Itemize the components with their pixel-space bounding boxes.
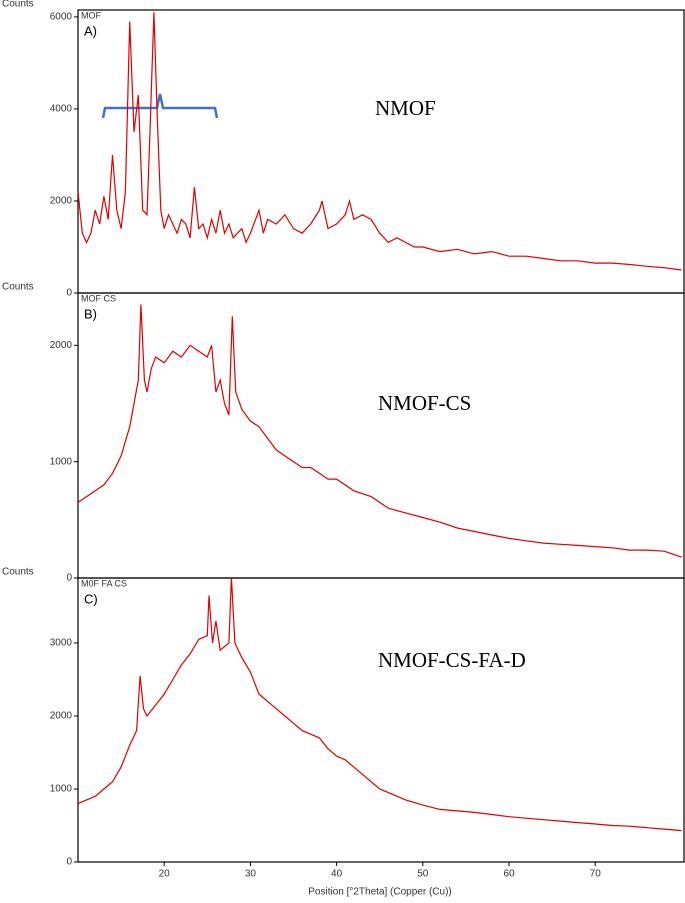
panel-title: MOF CS bbox=[81, 293, 116, 303]
panel-letter: B) bbox=[84, 306, 97, 321]
y-tick-label: 3000 bbox=[50, 638, 73, 649]
y-tick-label: 2000 bbox=[50, 196, 73, 207]
y-tick-label: 0 bbox=[66, 573, 72, 584]
sample-label: NMOF bbox=[375, 96, 436, 120]
panel-title: M0F FA CS bbox=[81, 578, 127, 588]
x-tick-label: 60 bbox=[503, 869, 515, 880]
y-tick-label: 2000 bbox=[50, 340, 73, 351]
y-axis-label: Counts bbox=[2, 282, 34, 293]
y-axis-label: Counts bbox=[2, 0, 34, 10]
panel-letter: A) bbox=[84, 23, 97, 38]
plot-frame bbox=[77, 577, 685, 863]
y-tick-label: 6000 bbox=[50, 12, 73, 23]
sample-label: NMOF-CS bbox=[378, 391, 471, 415]
y-tick-label: 2000 bbox=[50, 711, 73, 722]
xrd-line bbox=[77, 577, 682, 832]
y-tick-label: 0 bbox=[66, 857, 72, 868]
x-tick-label: 50 bbox=[417, 869, 429, 880]
y-tick-label: 0 bbox=[66, 288, 72, 299]
xrd-line bbox=[77, 304, 682, 558]
y-axis-label: Counts bbox=[2, 567, 34, 578]
bracket-annotation bbox=[101, 93, 219, 119]
y-tick-label: 1000 bbox=[50, 784, 73, 795]
x-tick-label: 30 bbox=[245, 869, 257, 880]
xrd-line bbox=[77, 12, 682, 271]
x-axis-label: Position [°2Theta] (Copper (Cu)) bbox=[308, 887, 452, 898]
y-tick-label: 1000 bbox=[50, 456, 73, 467]
x-tick-label: 20 bbox=[159, 869, 171, 880]
panel-letter: C) bbox=[84, 591, 98, 606]
sample-label: NMOF-CS-FA-D bbox=[378, 648, 526, 672]
panel-title: MOF bbox=[81, 10, 101, 20]
plot-frame bbox=[77, 9, 685, 294]
y-tick-label: 4000 bbox=[50, 104, 73, 115]
x-tick-label: 70 bbox=[590, 869, 602, 880]
x-tick-label: 40 bbox=[331, 869, 343, 880]
plot-frame bbox=[77, 292, 685, 579]
